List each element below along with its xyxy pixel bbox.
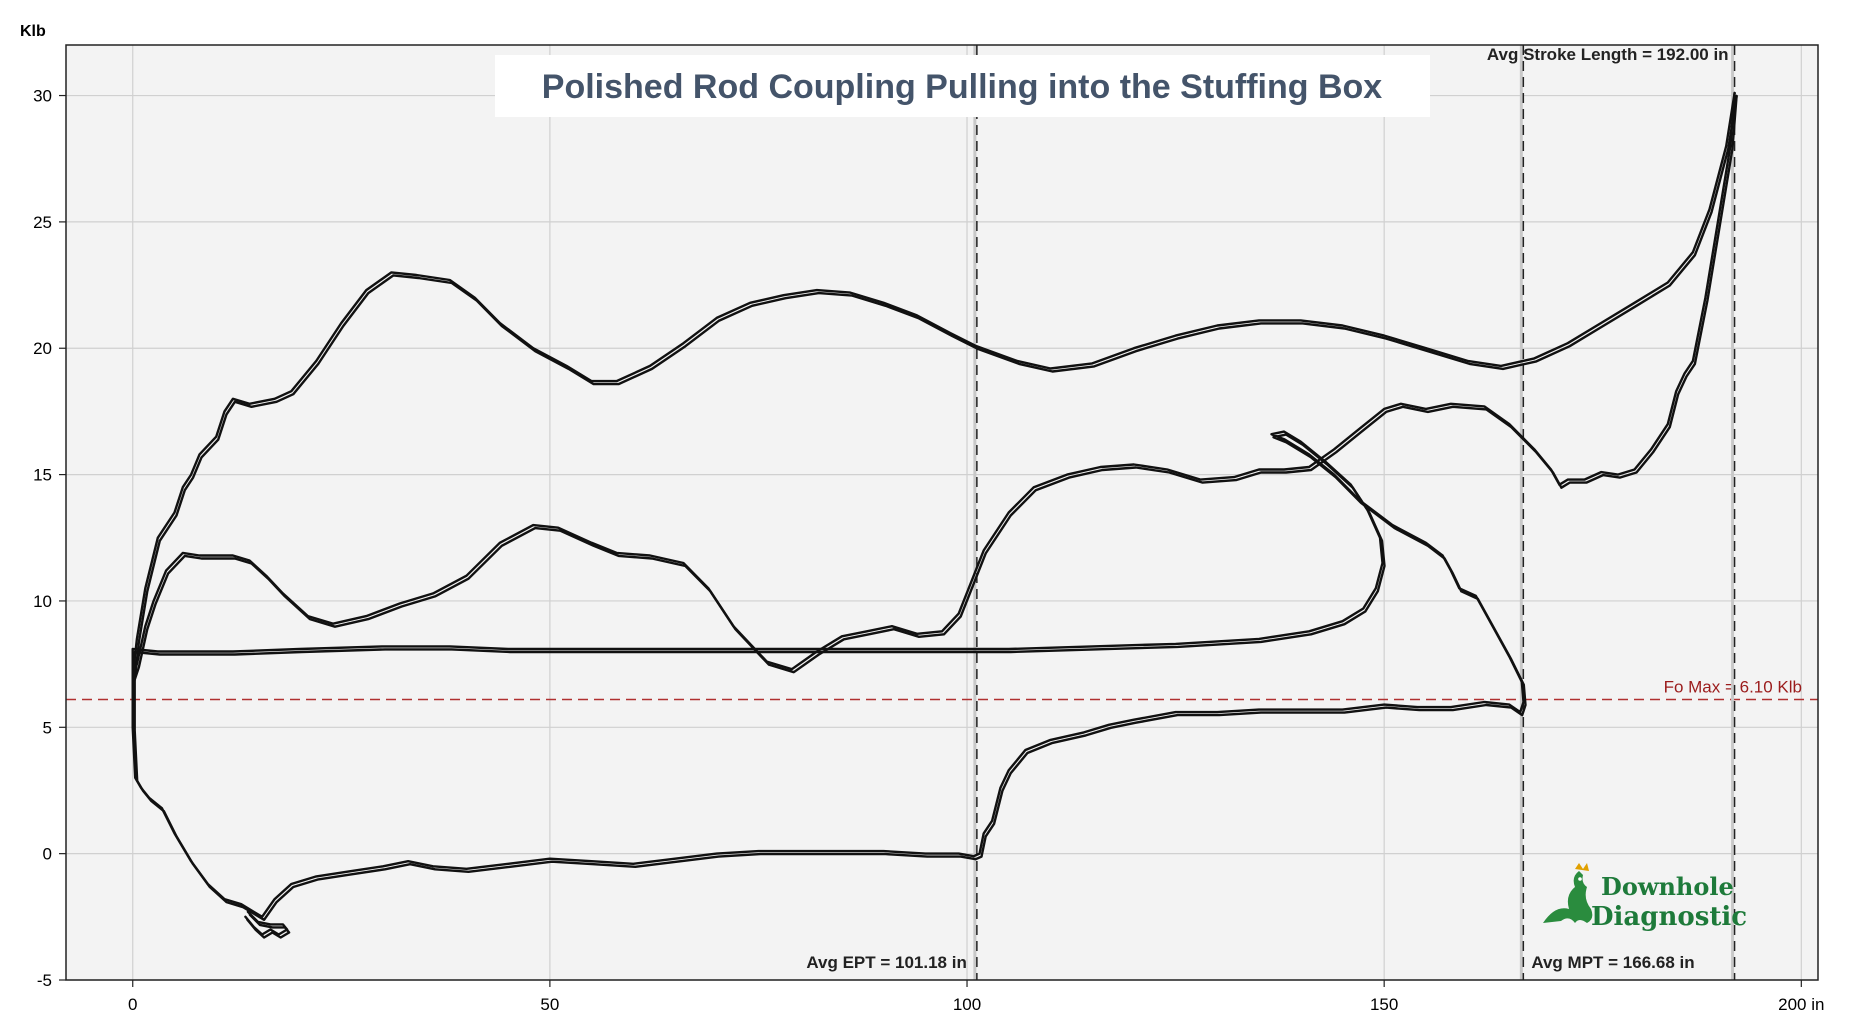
y-tick-label: 5 (43, 718, 52, 737)
y-tick-label: 20 (33, 339, 52, 358)
y-axis-unit: Klb (20, 23, 46, 40)
x-tick-label: 0 (128, 995, 137, 1014)
axis-ticks: 0 50 100 150 200 in -5 0 5 10 15 20 25 30 (33, 87, 1824, 1014)
y-tick-label: 15 (33, 466, 52, 485)
x-tick-label: 200 in (1778, 995, 1824, 1014)
card-curve-trace (133, 433, 1527, 921)
dragon-icon (1543, 863, 1593, 923)
plot-frame (65, 44, 1819, 981)
marker-label: Avg Stroke Length = 192.00 in (1487, 45, 1729, 64)
y-tick-label: 0 (43, 845, 52, 864)
y-tick-label: 25 (33, 213, 52, 232)
card-curve-trace (246, 913, 291, 939)
marker-label: Avg MPT = 166.68 in (1531, 953, 1694, 972)
card-curve-trace (133, 94, 1738, 681)
plot-area (66, 45, 1818, 980)
chart-title-group: Polished Rod Coupling Pulling into the S… (495, 55, 1430, 117)
downhole-diagnostic-logo: Downhole Diagnostic (1543, 863, 1747, 932)
card-curves (131, 91, 1738, 939)
card-curve (131, 430, 1525, 918)
title-background (495, 55, 1430, 117)
card-curve (131, 91, 1736, 678)
chart-title: Polished Rod Coupling Pulling into the S… (542, 68, 1383, 106)
y-tick-label: 10 (33, 592, 52, 611)
logo-line1: Downhole (1601, 872, 1734, 901)
y-tick-label: -5 (37, 971, 52, 990)
x-tick-label: 50 (540, 995, 559, 1014)
y-tick-label: 30 (33, 87, 52, 106)
x-tick-label: 150 (1370, 995, 1398, 1014)
logo-line2: Diagnostic (1591, 902, 1747, 932)
card-curve-trace (133, 94, 1738, 681)
marker-label: Avg EPT = 101.18 in (806, 953, 966, 972)
x-tick-label: 100 (953, 995, 981, 1014)
